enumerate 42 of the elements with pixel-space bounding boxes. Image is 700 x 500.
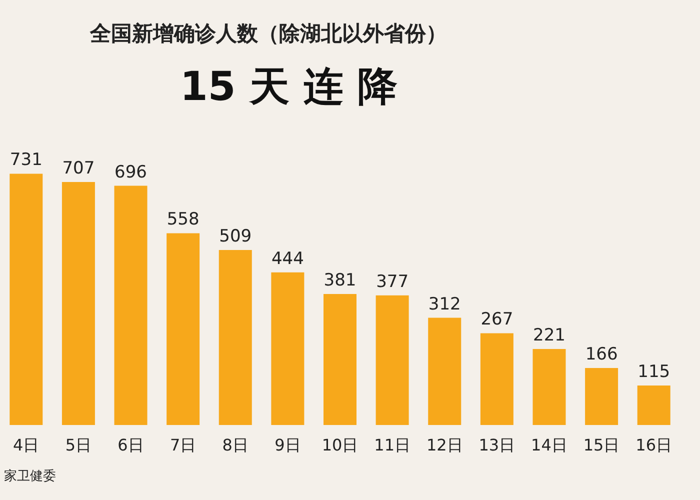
data-label: 381: [324, 270, 356, 291]
x-tick-label: 13日: [478, 436, 516, 454]
bar: [637, 385, 670, 425]
x-tick-label: 12日: [426, 436, 463, 454]
data-label: 312: [428, 294, 461, 314]
bar: [10, 174, 43, 425]
data-label: 731: [10, 150, 42, 170]
bar: [585, 368, 618, 425]
data-label: 377: [376, 272, 409, 292]
bar: [114, 186, 148, 425]
data-label: 115: [638, 362, 670, 382]
x-tick-label: 14日: [531, 436, 568, 454]
x-tick-label: 11日: [374, 436, 410, 454]
bar: [480, 333, 514, 425]
bar: [532, 349, 566, 425]
bar: [428, 318, 462, 425]
bar: [166, 233, 200, 425]
data-label: 558: [166, 210, 200, 230]
bar: [62, 182, 95, 425]
text: 家卫健委: [4, 468, 56, 484]
bar: [324, 294, 356, 425]
x-tick-label: 8日: [222, 436, 248, 454]
chart-title: 全国新增确诊人数（除湖北以外省份）: [89, 22, 447, 46]
x-tick-label: 7日: [170, 436, 196, 454]
x-tick-label: 4日: [13, 436, 40, 454]
data-label: 444: [271, 248, 304, 269]
x-tick-label: 9日: [274, 436, 301, 454]
data-label: 166: [585, 344, 618, 364]
x-tick-label: 6日: [118, 436, 144, 454]
bar: [218, 250, 252, 425]
data-label: 707: [62, 158, 95, 178]
data-label: 509: [219, 226, 252, 247]
data-label: 267: [480, 310, 514, 330]
data-label: 221: [533, 326, 566, 346]
x-tick-label: 5日: [65, 436, 92, 454]
bar: [271, 272, 304, 425]
bar: [376, 295, 409, 425]
chart-subtitle: 15 天 连 降: [180, 64, 398, 110]
x-tick-label: 16日: [636, 436, 672, 454]
x-tick-label: 15日: [583, 436, 620, 454]
data-label: 696: [114, 162, 147, 182]
x-tick-label: 10日: [322, 436, 358, 454]
